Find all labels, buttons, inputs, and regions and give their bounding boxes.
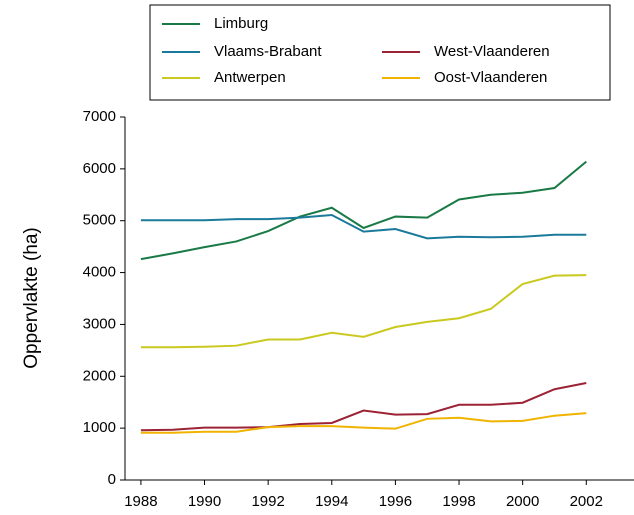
legend-label: Antwerpen (214, 69, 286, 86)
x-tick-label: 2002 (570, 493, 603, 510)
x-tick-label: 1998 (442, 493, 475, 510)
series-line (140, 213, 587, 240)
y-axis-label: Oppervlakte (ha) (21, 227, 42, 369)
y-tick-label: 4000 (83, 264, 116, 281)
y-tick-label: 6000 (83, 160, 116, 177)
x-tick-label: 2000 (506, 493, 539, 510)
y-tick-label: 5000 (83, 212, 116, 229)
legend-label: Limburg (214, 15, 268, 32)
y-tick-label: 2000 (83, 367, 116, 384)
series-line (140, 160, 587, 261)
legend-label: Vlaams-Brabant (214, 43, 322, 60)
y-tick-label: 3000 (83, 315, 116, 332)
x-tick-label: 1992 (251, 493, 284, 510)
series-line (140, 274, 587, 349)
x-tick-label: 1988 (124, 493, 157, 510)
x-tick-label: 1994 (315, 493, 348, 510)
legend-label: Oost-Vlaanderen (434, 69, 547, 86)
y-tick-label: 0 (108, 471, 116, 488)
legend-label: West-Vlaanderen (434, 43, 550, 60)
y-tick-label: 7000 (83, 108, 116, 125)
legend-box (149, 4, 611, 101)
series-line (140, 412, 587, 434)
x-tick-label: 1996 (379, 493, 412, 510)
y-tick-label: 1000 (83, 419, 116, 436)
x-tick-label: 1990 (188, 493, 221, 510)
series-line (140, 382, 587, 432)
